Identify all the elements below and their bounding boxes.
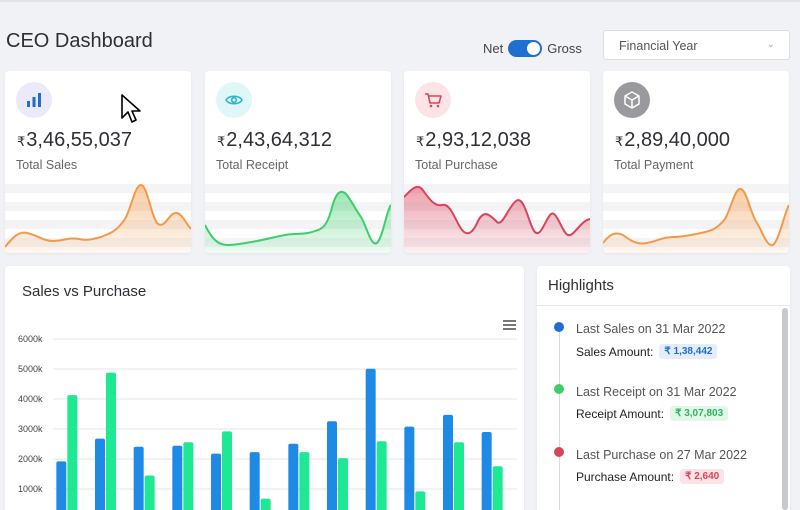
bar-series-1-category-8[interactable] (327, 421, 337, 510)
total-payment-amount: ₹2,89,40,000 (615, 129, 730, 151)
bar-series-1-category-5[interactable] (211, 453, 221, 510)
financial-year-value: Financial Year (619, 39, 698, 53)
total-payment-sparkline (603, 188, 789, 253)
bar-series-2-category-6[interactable] (260, 498, 271, 510)
bar-series-2-category-10[interactable] (415, 491, 426, 510)
total-sales-card[interactable]: ₹3,46,55,037 Total Sales (5, 71, 191, 253)
bar-series-2-category-5[interactable] (222, 431, 232, 510)
bar-series-1-category-9[interactable] (365, 368, 376, 510)
bar-series-2-category-8[interactable] (338, 458, 348, 510)
total-sales-label: Total Sales (16, 158, 78, 172)
sales-vs-purchase-panel (5, 266, 524, 510)
highlights-panel (537, 266, 790, 510)
total-purchase-card[interactable]: ₹2,93,12,038 Total Purchase (404, 71, 590, 253)
y-tick-label: 1000k (18, 484, 43, 494)
financial-year-select[interactable]: Financial Year ⌄ (603, 30, 790, 60)
highlights-timeline (559, 330, 560, 510)
highlight-receipt-amount: Receipt Amount: ₹ 3,07,803 (576, 406, 729, 421)
highlight-sales-title: Last Sales on 31 Mar 2022 (576, 322, 726, 336)
total-payment-card[interactable]: ₹2,89,40,000 Total Payment (603, 71, 789, 253)
eye-icon (216, 82, 252, 118)
highlight-sales-label: Sales Amount: (576, 344, 654, 359)
total-sales-sparkline (5, 183, 191, 253)
highlights-scrollbar[interactable] (782, 308, 788, 510)
highlight-purchase-dot (554, 447, 564, 457)
total-purchase-amount: ₹2,93,12,038 (416, 129, 531, 151)
highlight-purchase-amount: Purchase Amount: ₹ 2,640 (576, 469, 725, 484)
bar-series-1-category-12[interactable] (481, 432, 492, 510)
y-tick-label: 2000k (18, 454, 43, 464)
bar-chart-icon (16, 82, 52, 118)
highlights-divider (537, 305, 790, 306)
y-tick-label: 6000k (18, 334, 43, 344)
highlight-purchase-label: Purchase Amount: (576, 469, 675, 484)
page-title: CEO Dashboard (6, 30, 153, 52)
bar-series-1-category-11[interactable] (443, 414, 453, 510)
toggle-switch[interactable] (508, 40, 543, 57)
box-icon (614, 82, 650, 118)
total-sales-amount: ₹3,46,55,037 (17, 129, 132, 151)
highlight-receipt-label: Receipt Amount: (576, 406, 665, 421)
bar-series-2-category-4[interactable] (183, 442, 194, 510)
bar-series-2-category-12[interactable] (492, 466, 503, 510)
bar-series-2-category-9[interactable] (376, 441, 387, 510)
total-purchase-label: Total Purchase (415, 158, 498, 172)
net-gross-toggle[interactable]: Net Gross (483, 40, 582, 57)
bar-series-2-category-2[interactable] (106, 372, 116, 510)
highlight-sales-badge: ₹ 1,38,442 (659, 344, 718, 359)
total-receipt-card[interactable]: ₹2,43,64,312 Total Receipt (205, 71, 391, 253)
toggle-net-label: Net (483, 41, 504, 56)
bar-series-1-category-4[interactable] (172, 445, 183, 510)
highlight-purchase-badge: ₹ 2,640 (680, 469, 725, 484)
bar-series-2-category-3[interactable] (144, 475, 155, 510)
bar-series-1-category-7[interactable] (288, 443, 299, 510)
highlight-receipt-dot (554, 384, 564, 394)
bar-series-1-category-10[interactable] (404, 426, 415, 510)
y-tick-label: 3000k (18, 424, 43, 434)
y-tick-label: 4000k (18, 394, 43, 404)
total-payment-label: Total Payment (614, 158, 694, 172)
hamburger-menu-icon[interactable] (503, 320, 516, 332)
sales-vs-purchase-chart: 1000k 2000k 3000k 4000k 5000k 6000k (18, 334, 517, 510)
bar-series-2-category-1[interactable] (67, 395, 78, 510)
mouse-pointer-icon (121, 94, 141, 123)
bar-series-2-category-11[interactable] (454, 442, 464, 510)
toggle-gross-label: Gross (547, 41, 582, 56)
highlight-purchase-title: Last Purchase on 27 Mar 2022 (576, 448, 747, 462)
highlight-receipt-title: Last Receipt on 31 Mar 2022 (576, 385, 737, 399)
bar-series-2-category-7[interactable] (299, 452, 310, 510)
highlight-sales-dot (554, 322, 564, 332)
cart-icon (415, 82, 451, 118)
chevron-down-icon: ⌄ (766, 39, 775, 50)
bar-series-1-category-6[interactable] (249, 452, 260, 510)
highlights-title: Highlights (548, 277, 614, 294)
bar-series-1-category-2[interactable] (95, 438, 105, 510)
total-purchase-sparkline (404, 185, 590, 253)
highlight-sales-amount: Sales Amount: ₹ 1,38,442 (576, 344, 718, 359)
sales-vs-purchase-title: Sales vs Purchase (22, 283, 147, 300)
total-receipt-sparkline (205, 190, 391, 253)
total-receipt-amount: ₹2,43,64,312 (217, 129, 332, 151)
top-border (0, 0, 800, 2)
y-tick-label: 5000k (18, 364, 43, 374)
bar-series-1-category-3[interactable] (133, 446, 144, 510)
total-receipt-label: Total Receipt (216, 158, 289, 172)
bar-series-1-category-1[interactable] (56, 461, 67, 510)
highlight-receipt-badge: ₹ 3,07,803 (670, 406, 729, 421)
